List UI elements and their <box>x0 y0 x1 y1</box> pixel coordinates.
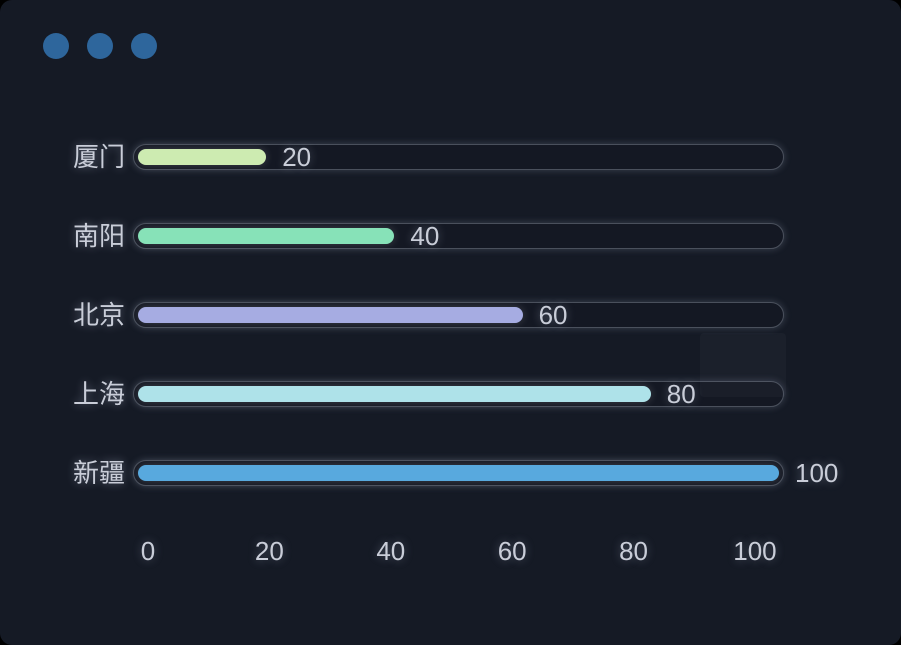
x-axis-tick-label: 40 <box>376 536 406 566</box>
window-dot-2 <box>87 33 113 59</box>
window-dots <box>43 33 157 59</box>
bar-value-label: 80 <box>666 379 696 409</box>
bar-category-label: 上海 <box>72 379 125 409</box>
hover-highlight-artifact <box>700 333 786 397</box>
bar-row: 上海 80 <box>0 367 901 421</box>
x-axis-tick-label: 20 <box>254 536 284 566</box>
x-axis-tick-label: 80 <box>619 536 649 566</box>
window-dot-3 <box>131 33 157 59</box>
x-axis-tick-label: 0 <box>140 536 156 566</box>
bar-row: 新疆 100 <box>0 446 901 500</box>
bar-category-label: 新疆 <box>72 458 125 488</box>
bar-track <box>133 223 784 249</box>
bar-value-label: 100 <box>795 458 839 488</box>
bar-track <box>133 144 784 170</box>
bar-fill[interactable] <box>138 307 523 323</box>
bar-row: 南阳 40 <box>0 209 901 263</box>
x-axis-tick-label: 60 <box>497 536 527 566</box>
bar-value-label: 20 <box>282 142 312 172</box>
bar-category-label: 南阳 <box>72 221 125 251</box>
x-axis-tick-label: 100 <box>733 536 777 566</box>
bar-fill[interactable] <box>138 228 395 244</box>
bar-fill[interactable] <box>138 386 651 402</box>
bar-row: 北京 60 <box>0 288 901 342</box>
bar-value-label: 60 <box>538 300 568 330</box>
bar-row: 厦门 20 <box>0 130 901 184</box>
bar-category-label: 北京 <box>72 300 125 330</box>
bar-fill[interactable] <box>138 465 779 481</box>
bar-track <box>133 381 784 407</box>
x-axis: 0 20 40 60 80 100 <box>122 536 781 567</box>
bar-track <box>133 460 784 486</box>
window-dot-1 <box>43 33 69 59</box>
bar-category-label: 厦门 <box>72 142 125 172</box>
bar-track <box>133 302 784 328</box>
bar-fill[interactable] <box>138 149 267 165</box>
bar-value-label: 40 <box>410 221 440 251</box>
